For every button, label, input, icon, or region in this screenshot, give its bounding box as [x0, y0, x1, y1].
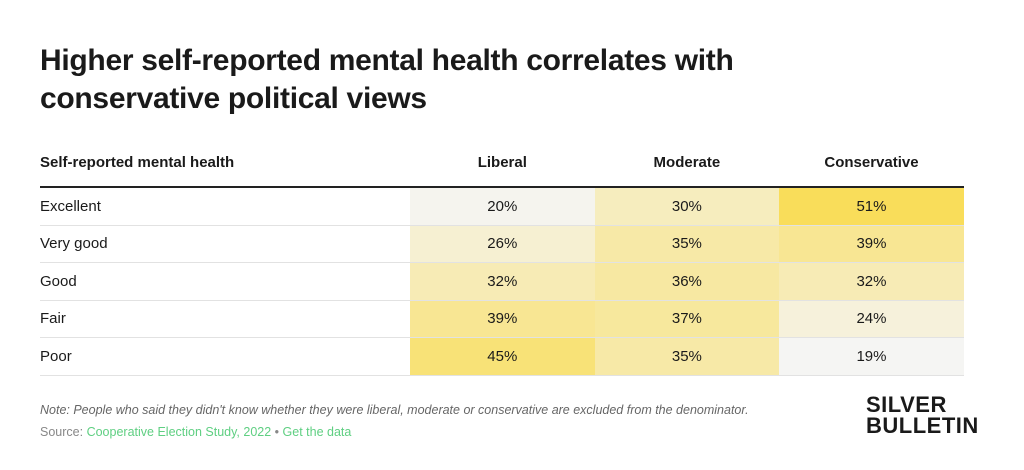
table-row: Very good 26% 35% 39% — [40, 225, 964, 263]
cell: 51% — [779, 188, 964, 225]
table-row: Excellent 20% 30% 51% — [40, 188, 964, 226]
cell-value: 32% — [487, 272, 518, 290]
source: Source: Cooperative Election Study, 2022… — [40, 425, 351, 439]
cell-value: 32% — [856, 272, 887, 290]
column-header: Conservative — [824, 154, 919, 171]
source-prefix: Source: — [40, 425, 84, 439]
column-header: Liberal — [477, 154, 527, 171]
row-label: Good — [40, 272, 77, 290]
row-label: Fair — [40, 310, 66, 328]
header-row: Self-reported mental health Liberal Modera… — [40, 148, 964, 188]
cell-value: 35% — [671, 347, 702, 365]
cell: 37% — [594, 300, 780, 337]
row-label: Excellent — [40, 197, 101, 215]
column-header: Self-reported mental health — [40, 154, 235, 171]
cell: 35% — [594, 338, 780, 375]
cell: 39% — [779, 225, 964, 262]
cell-value: 39% — [856, 235, 887, 253]
cell-value: 30% — [671, 197, 702, 215]
row-label: Very good — [40, 235, 108, 253]
title: Higher self-reported mental health corre… — [40, 44, 734, 115]
cell: 45% — [410, 338, 595, 375]
cell: 24% — [779, 300, 964, 337]
data-link[interactable]: Get the data — [282, 425, 352, 439]
cell: 32% — [410, 263, 595, 300]
cell-value: 37% — [671, 310, 702, 328]
cell: 30% — [594, 188, 780, 225]
table: Self-reported mental health Liberal Modera… — [40, 148, 964, 376]
cell-value: 19% — [856, 347, 887, 365]
note: Note: People who said they didn't know w… — [40, 403, 749, 417]
cell: 20% — [410, 188, 595, 225]
separator: • — [274, 425, 280, 439]
table-row: Good 32% 36% 32% — [40, 263, 964, 301]
table-row: Fair 39% 37% 24% — [40, 300, 964, 338]
source-link[interactable]: Cooperative Election Study, 2022 — [86, 425, 272, 439]
cell-value: 51% — [856, 197, 887, 215]
cell: 35% — [594, 225, 780, 262]
cell: 36% — [594, 263, 780, 300]
cell-value: 39% — [487, 310, 518, 328]
cell-value: 26% — [487, 235, 518, 253]
cell-value: 35% — [671, 235, 702, 253]
table-row: Poor 45% 35% 19% — [40, 338, 964, 376]
cell: 26% — [410, 225, 595, 262]
cell-value: 20% — [487, 197, 518, 215]
cell: 39% — [410, 300, 595, 337]
cell: 32% — [779, 263, 964, 300]
cell-value: 45% — [487, 347, 518, 365]
logo: SILVER BULLETIN — [866, 392, 979, 438]
cell-value: 36% — [671, 272, 702, 290]
row-label: Poor — [40, 347, 72, 365]
cell: 19% — [779, 338, 964, 375]
cell-value: 24% — [856, 310, 887, 328]
logo-line: BULLETIN — [866, 413, 979, 438]
logo-line: SILVER — [866, 392, 947, 417]
column-header: Moderate — [653, 154, 721, 171]
